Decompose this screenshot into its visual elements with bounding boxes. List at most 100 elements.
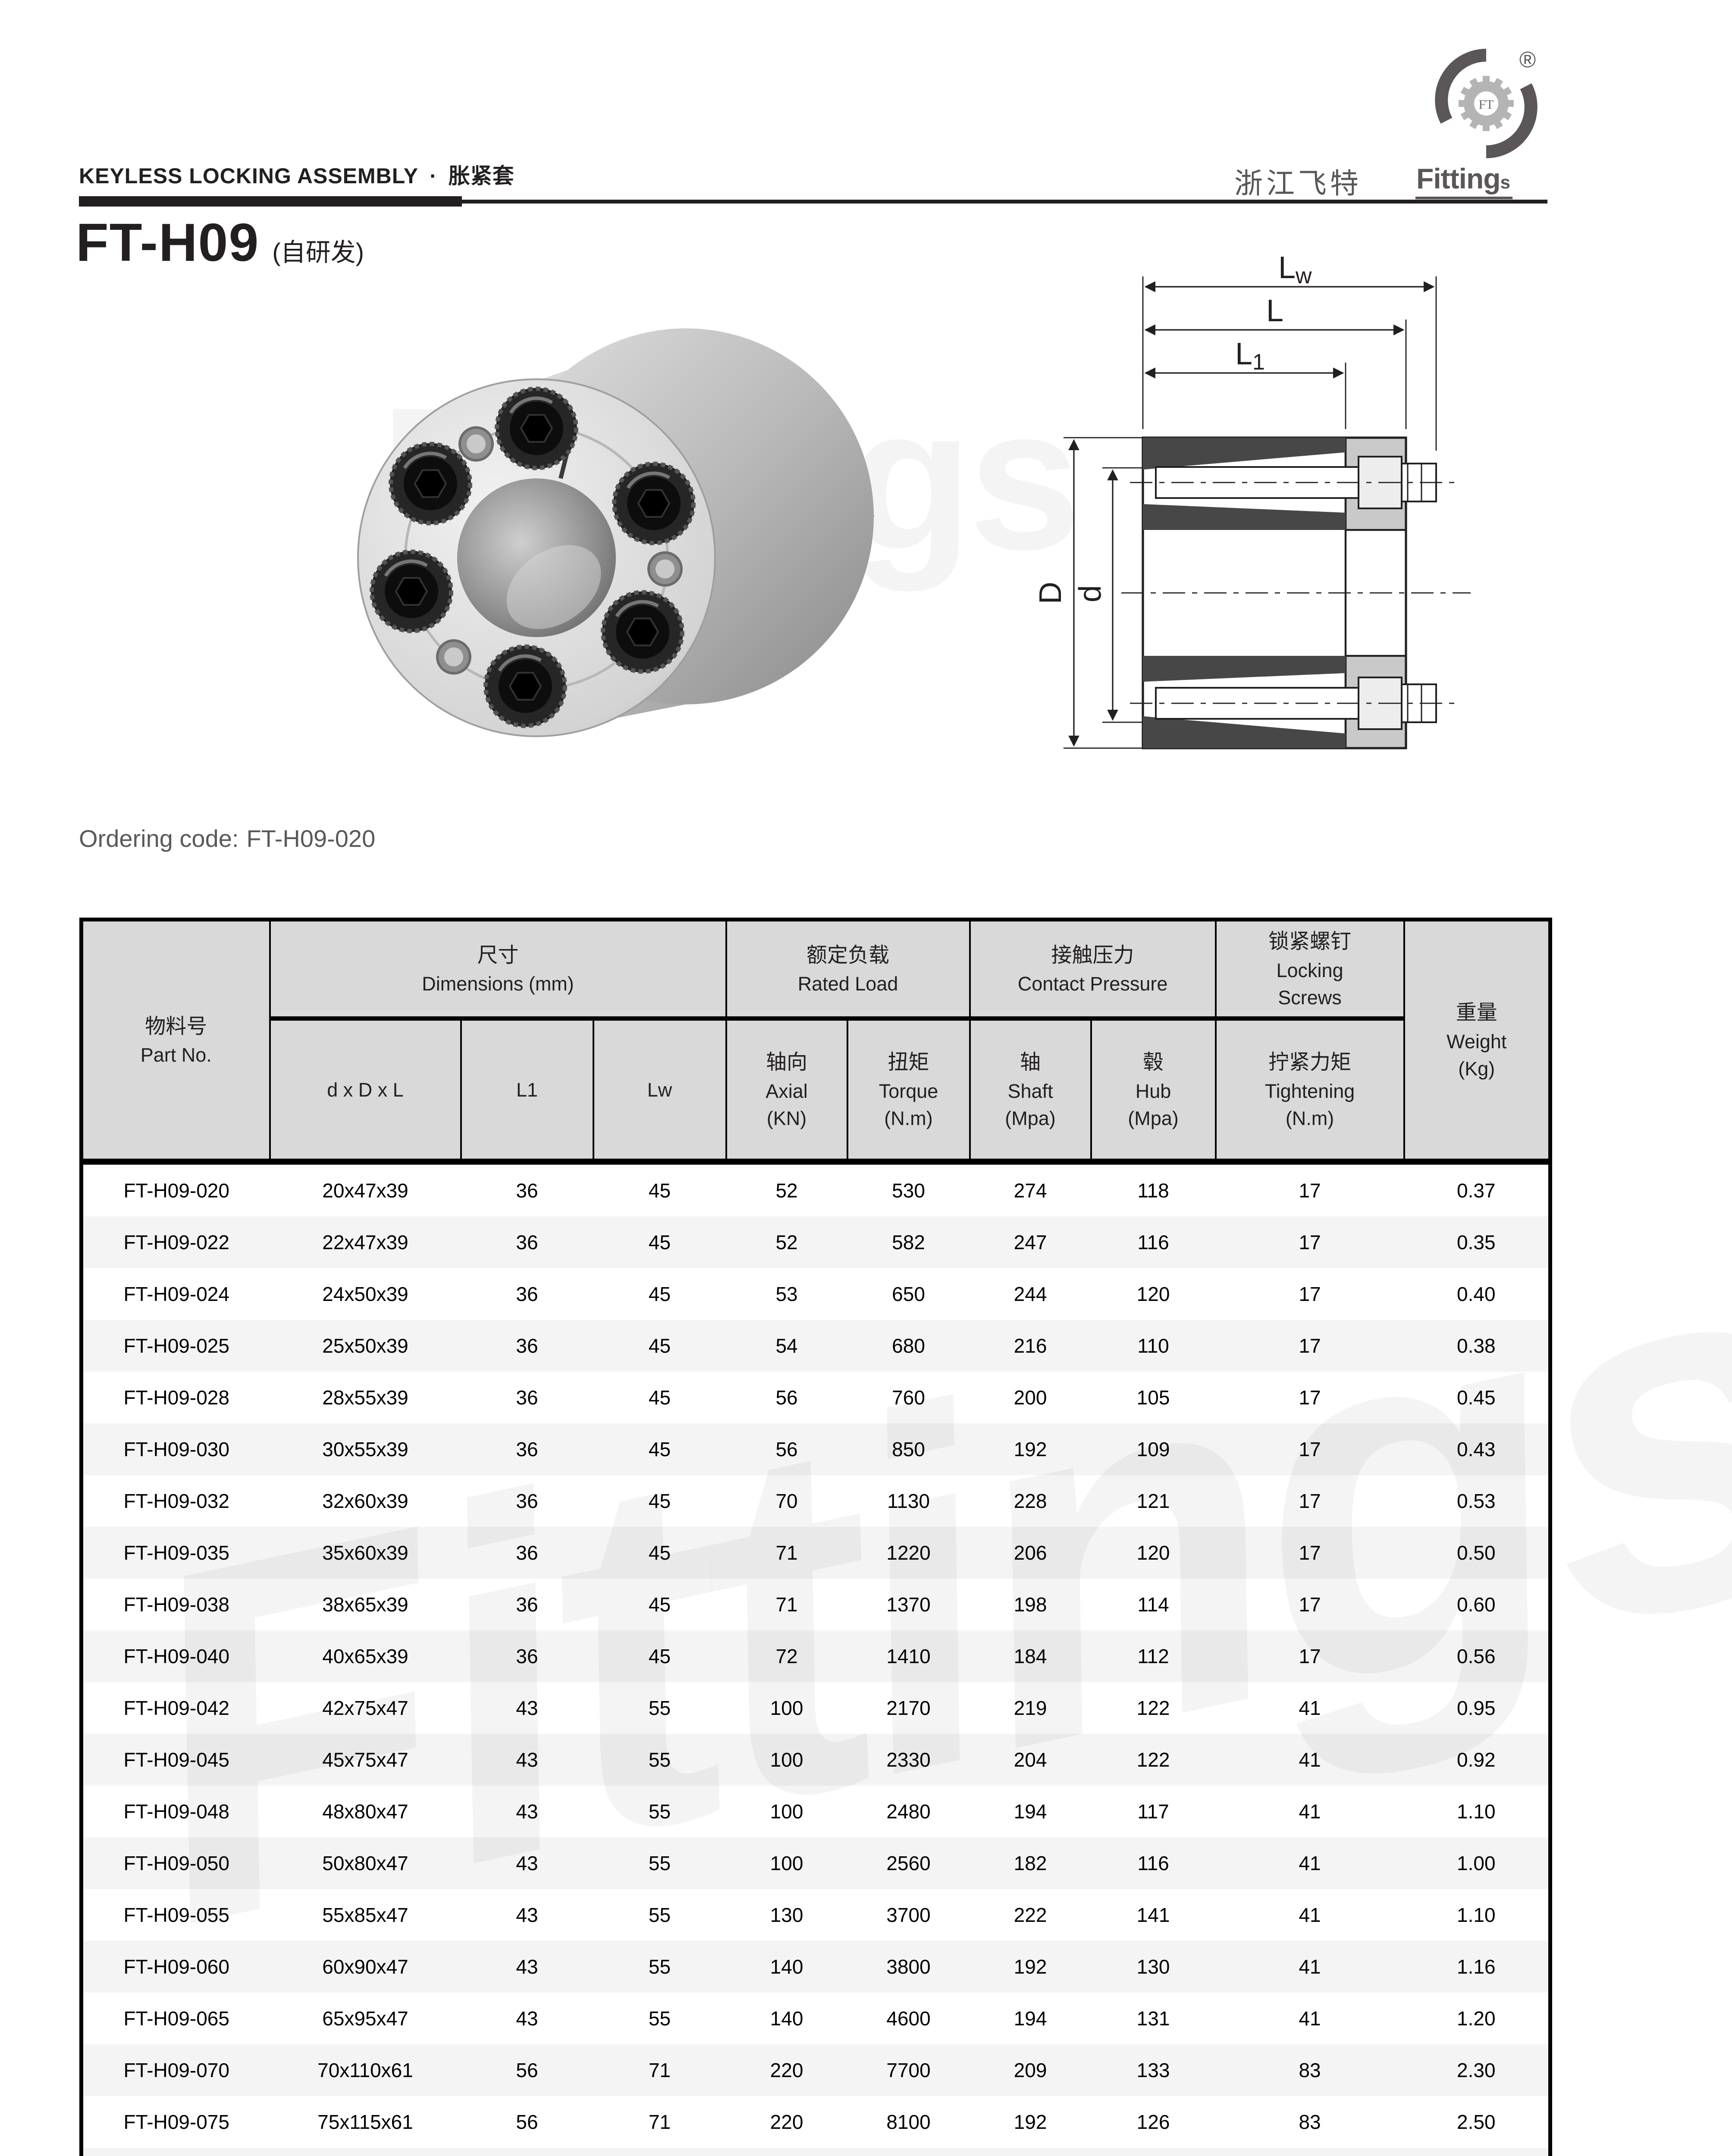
- table-cell: 45: [648, 1593, 671, 1616]
- table-cell: 32x60x39: [322, 1490, 408, 1512]
- table-cell: 1410: [886, 1645, 931, 1667]
- table-row: FT-H09-038 38x65x39 36 45 71 1370 198 114 17 0.60: [81, 1579, 1550, 1630]
- table-cell: 206: [1013, 1542, 1047, 1564]
- brand-logo-icon: FT ®: [1435, 48, 1537, 158]
- table-cell: 116: [1137, 1852, 1169, 1874]
- col-header-weight: 重量 Weight (Kg): [1403, 919, 1551, 1165]
- table-cell: 8600: [847, 2148, 970, 2156]
- table-cell: 36: [516, 1593, 538, 1616]
- table-cell: 0.92: [1457, 1749, 1496, 1771]
- table-cell: 17: [1299, 1438, 1321, 1460]
- table-cell: 1220: [886, 1542, 931, 1564]
- table-cell: 17: [1299, 1593, 1321, 1616]
- table-cell: 650: [892, 1283, 925, 1305]
- table-cell: FT-H09-040: [123, 1645, 229, 1667]
- table-row: FT-H09-050 50x80x47 43 55 100 2560 182 116 41 1.0…: [81, 1837, 1550, 1889]
- table-cell: 130: [1136, 1955, 1170, 1978]
- cap-screws: [370, 386, 696, 728]
- table-cell: 70: [775, 1490, 798, 1512]
- table-row: FT-H09-030 30x55x39 36 45 56 850 192 109 17 0.43: [81, 1423, 1550, 1475]
- table-cell: 28x55x39: [322, 1386, 408, 1409]
- table-cell: 55: [648, 1697, 671, 1719]
- table-cell: 41: [1299, 1852, 1321, 1874]
- table-cell: 43: [516, 1697, 538, 1719]
- table-cell: FT-H09-070: [123, 2059, 229, 2081]
- table-cell: 45x75x47: [322, 1749, 408, 1771]
- table-cell: 83: [1299, 2059, 1321, 2081]
- ordering-code: Ordering code: FT-H09-020: [79, 824, 375, 852]
- table-cell: 52: [775, 1179, 798, 1202]
- gear-icon: [1459, 76, 1514, 131]
- table-cell: FT-H09-025: [123, 1335, 229, 1357]
- group-header-rated-load: 额定负载 Rated Load: [725, 919, 971, 1021]
- table-cell: 8100: [886, 2111, 931, 2133]
- table-cell: FT-H09-038: [123, 1593, 229, 1616]
- table-cell: 38x65x39: [322, 1593, 408, 1616]
- table-cell: 43: [516, 1800, 538, 1823]
- dim-d-outer-label: D: [1033, 582, 1068, 604]
- table-cell: 56: [461, 2148, 593, 2156]
- table-cell: 220: [770, 2059, 803, 2081]
- table-cell: 182: [970, 2148, 1091, 2156]
- table-cell: 209: [1013, 2059, 1047, 2081]
- table-cell: 17: [1299, 1283, 1321, 1305]
- table-cell: 0.37: [1457, 1179, 1496, 1202]
- table-cell: 35x60x39: [322, 1542, 408, 1564]
- col-header-l1: L1: [460, 1018, 594, 1165]
- table-cell: 220: [726, 2148, 847, 2156]
- table-cell: 126: [1136, 2111, 1170, 2133]
- table-cell: FT-H09-048: [123, 1800, 229, 1823]
- table-cell: 0.35: [1457, 1231, 1496, 1253]
- table-cell: 80x120x61: [270, 2148, 461, 2156]
- table-cell: 17: [1299, 1490, 1321, 1512]
- table-cell: 43: [516, 1852, 538, 1874]
- table-cell: 30x55x39: [322, 1438, 408, 1460]
- table-cell: 120: [1136, 1542, 1170, 1564]
- table-row: FT-H09-045 45x75x47 43 55 100 2330 204 122 41 0.9…: [81, 1734, 1550, 1786]
- table-cell: FT-H09-075: [123, 2111, 229, 2133]
- table-cell: 3800: [886, 1955, 931, 1978]
- header-rule-thick: [79, 196, 462, 207]
- table-cell: 1.20: [1457, 2007, 1496, 2030]
- col-header-tightening: 拧紧力矩 Tightening (N.m): [1214, 1018, 1405, 1165]
- table-cell: 0.95: [1457, 1697, 1496, 1719]
- table-cell: FT-H09-030: [123, 1438, 229, 1460]
- table-cell: 118: [1137, 1179, 1169, 1202]
- table-cell: 2560: [886, 1852, 931, 1874]
- table-cell: FT-H09-065: [123, 2007, 229, 2030]
- table-cell: 219: [1013, 1697, 1047, 1719]
- table-cell: 117: [1137, 1800, 1169, 1823]
- table-cell: 83: [1299, 2111, 1321, 2133]
- table-row: FT-H09-048 48x80x47 43 55 100 2480 194 117 41 1.1…: [81, 1786, 1550, 1837]
- table-cell: 24x50x39: [322, 1283, 408, 1305]
- table-cell: 41: [1299, 1955, 1321, 1978]
- table-cell: 0.45: [1457, 1386, 1496, 1409]
- table-cell: 0.60: [1457, 1593, 1496, 1616]
- col-header-axial: 轴向 Axial (KN): [725, 1018, 848, 1165]
- table-cell: 55: [648, 1955, 671, 1978]
- table-row: FT-H09-042 42x75x47 43 55 100 2170 219 122 41 0.9…: [81, 1682, 1550, 1734]
- table-cell: 7700: [886, 2059, 931, 2081]
- table-cell: 192: [1013, 1955, 1047, 1978]
- product-photo: [357, 328, 875, 737]
- dim-l1-label: L1: [1235, 337, 1265, 375]
- table-cell: 45: [648, 1490, 671, 1512]
- table-row: FT-H09-024 24x50x39 36 45 53 650 244 120 17 0.40: [81, 1268, 1550, 1320]
- table-cell: 53: [775, 1283, 798, 1305]
- table-cell: 40x65x39: [322, 1645, 408, 1667]
- logo-monogram: FT: [1478, 97, 1494, 112]
- table-cell: 222: [1013, 1904, 1047, 1926]
- table-cell: 20x47x39: [322, 1179, 408, 1202]
- table-cell: 55: [648, 1800, 671, 1823]
- table-row: FT-H09-070 70x110x61 56 71 220 7700 209 133 83 2.…: [81, 2044, 1550, 2096]
- col-header-part-no: 物料号 Part No.: [80, 919, 271, 1165]
- table-row: FT-H09-022 22x47x39 36 45 52 582 247 116 17 0.35: [81, 1216, 1550, 1268]
- table-cell: 17: [1299, 1231, 1321, 1253]
- technical-drawing: Lw L L1 D d: [1033, 252, 1471, 749]
- table-body: FT-H09-020 20x47x39 36 45 52 530 274 118 17 0.37 F…: [81, 1162, 1550, 2156]
- part-section: [1121, 436, 1471, 749]
- table-cell: 582: [892, 1231, 925, 1253]
- table-cell: 100: [770, 1852, 803, 1874]
- table-cell: 43: [516, 2007, 538, 2030]
